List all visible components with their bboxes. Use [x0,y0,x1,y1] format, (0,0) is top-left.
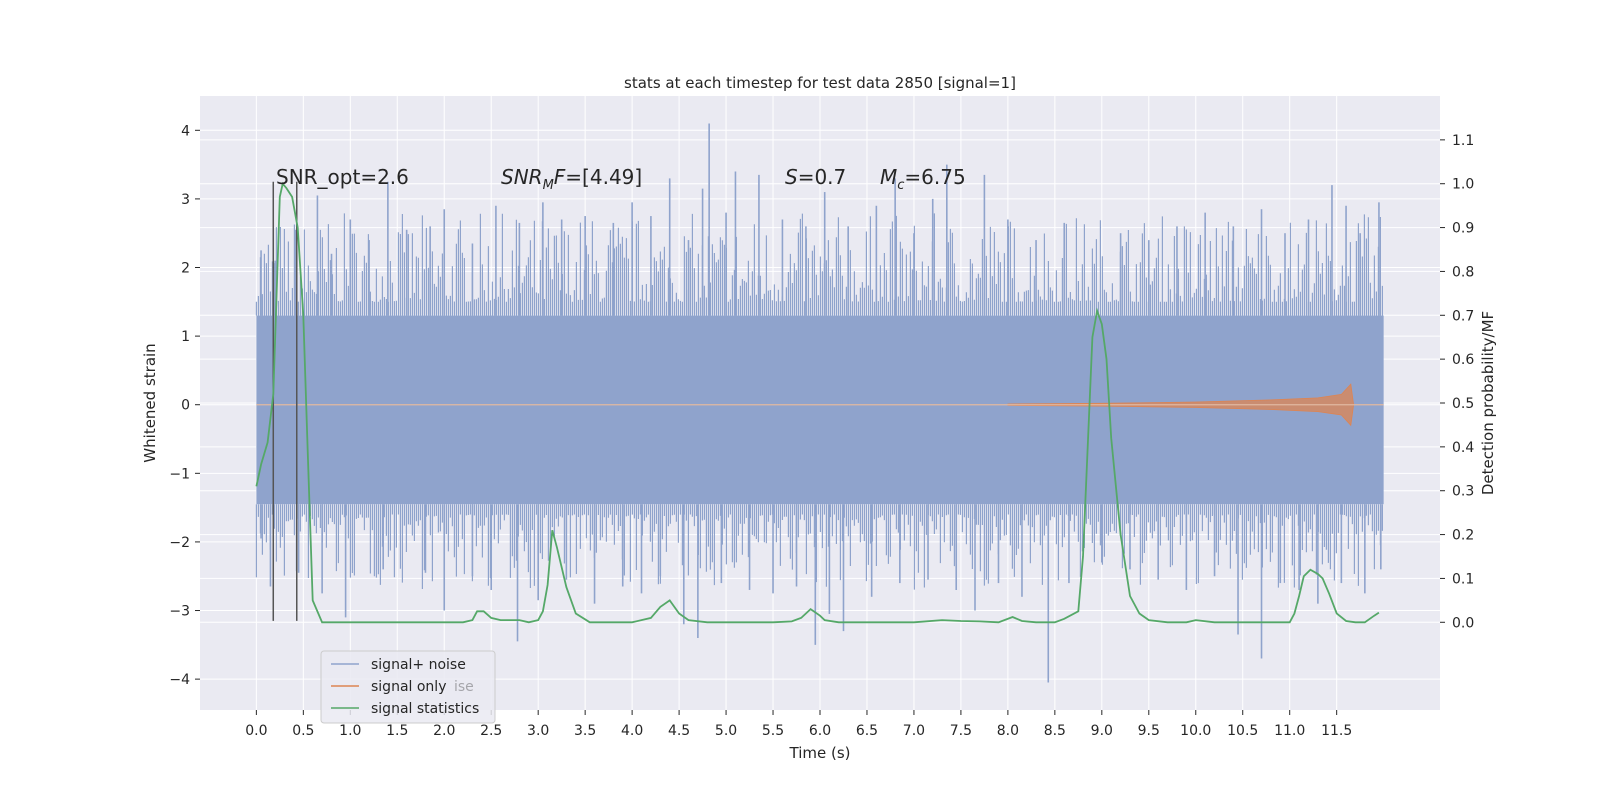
y2-tick-label-4: 0.4 [1452,440,1474,456]
x-tick-label-6: 3.0 [527,723,549,739]
y2-tick-label-8: 0.8 [1452,264,1474,280]
noise-edge-bottom [255,504,1383,590]
y2-axis-label: Detection probability/MF [1479,311,1497,495]
y2-tick-label-11: 1.1 [1452,133,1474,149]
y2-tick-label-1: 0.1 [1452,571,1474,587]
x-tick-label-1: 0.5 [292,723,314,739]
y-tick-label-8: 4 [181,123,190,139]
y-tick-label-4: 0 [181,398,190,414]
legend-overlapped-text: ise [454,679,474,695]
x-tick-label-21: 10.5 [1227,723,1258,739]
y2-tick-label-10: 1.0 [1452,177,1474,193]
x-tick-label-0: 0.0 [245,723,267,739]
y2-tick-label-2: 0.2 [1452,528,1474,544]
annotations: SNR_opt=2.6 SNRMF=[4.49] S=0.7 Mc=6.75 [276,165,966,193]
legend-label-stats: signal statistics [371,701,479,717]
noise-band [256,315,1384,505]
x-axis-label: Time (s) [789,744,851,762]
x-tick-label-12: 6.0 [809,723,831,739]
y2-tick-label-3: 0.3 [1452,484,1474,500]
mc-subscript: c [897,178,904,193]
y-tick-label-5: 1 [181,329,190,345]
legend-box [320,650,496,724]
signal-only-series [256,383,1384,427]
x-tick-label-14: 7.0 [903,723,925,739]
x-tick-label-4: 2.0 [433,723,455,739]
legend-label-signal: signal only [371,679,446,695]
annotation-mc: Mc=6.75 [880,165,966,193]
x-axis: 0.0 0.5 1.0 1.5 2.0 2.5 3.0 3.5 4.0 4.5 5.0 5.5 6.0 6… [245,710,1352,739]
stats-line [255,181,1380,624]
annotation-snr-opt: SNR_opt=2.6 [276,165,409,189]
y2-tick-label-0: 0.0 [1452,615,1474,631]
snr-mf-symbol: SNR [501,165,543,189]
y2-tick-label-9: 0.9 [1452,221,1474,237]
x-tick-label-22: 11.0 [1274,723,1305,739]
snr-mf-subscript: M [543,178,554,193]
x-tick-label-18: 9.0 [1091,723,1113,739]
annotation-snr-mf: SNRMF=[4.49] [501,165,642,193]
x-tick-label-17: 8.5 [1044,723,1066,739]
y2-tick-label-6: 0.6 [1452,352,1474,368]
y-axis-right: 0.0 0.1 0.2 0.3 0.4 0.5 0.6 0.7 0.8 0.9 1.0 1.1 [1440,133,1474,631]
y-axis-label: Whitened strain [141,343,159,462]
y-tick-label-6: 2 [181,261,190,277]
x-tick-label-10: 5.0 [715,723,737,739]
x-tick-label-13: 6.5 [856,723,878,739]
snr-mf-value: =[4.49] [565,165,642,189]
x-tick-label-20: 10.0 [1180,723,1211,739]
y-tick-label-2: −2 [169,535,190,551]
y2-tick-label-5: 0.5 [1452,396,1474,412]
x-tick-label-23: 11.5 [1321,723,1352,739]
legend-label-noise: signal+ noise [371,657,466,673]
snr-mf-suffix: F [554,165,566,189]
y-tick-label-3: −1 [169,466,190,482]
mc-value: =6.75 [904,165,965,189]
x-tick-label-11: 5.5 [762,723,784,739]
stats-series [255,181,1380,624]
mc-symbol: M [880,165,897,189]
y-tick-label-1: −3 [169,604,190,620]
x-tick-label-5: 2.5 [480,723,502,739]
legend: signal+ noise ise signal only signal sta… [320,650,496,724]
y-axis-left: −4 −3 −2 −1 0 1 2 3 4 [169,123,200,688]
x-tick-label-15: 7.5 [950,723,972,739]
x-tick-label-2: 1.0 [339,723,361,739]
x-tick-label-8: 4.0 [621,723,643,739]
x-tick-label-3: 1.5 [386,723,408,739]
x-tick-label-16: 8.0 [997,723,1019,739]
x-tick-label-9: 4.5 [668,723,690,739]
x-tick-label-19: 9.5 [1138,723,1160,739]
y-tick-label-7: 3 [181,192,190,208]
chart-title: stats at each timestep for test data 285… [624,74,1016,92]
noise-series [255,123,1384,683]
y-tick-label-0: −4 [169,672,190,688]
annotation-s: S=0.7 [785,165,846,189]
x-tick-label-7: 3.5 [574,723,596,739]
y2-tick-label-7: 0.7 [1452,308,1474,324]
s-value: =0.7 [798,165,847,189]
s-symbol: S [785,165,798,189]
